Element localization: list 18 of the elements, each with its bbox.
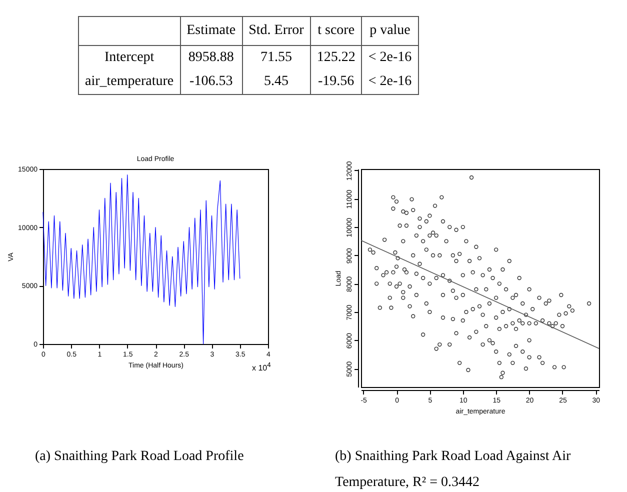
text: (b) Snaithing Park Road Load Against Air Temperature, R² = 0.3442 xyxy=(335,448,572,492)
text: 125.22 xyxy=(310,46,362,70)
text: p value xyxy=(362,16,418,46)
text: 71.55 xyxy=(242,46,310,70)
text: t score xyxy=(310,16,362,46)
text: < 2e-16 xyxy=(362,70,418,94)
text: air_temperature xyxy=(78,70,180,94)
text: < 2e-16 xyxy=(362,46,418,70)
text: (a) Snaithing Park Road Load Profile xyxy=(35,448,245,466)
text: Estimate xyxy=(180,16,242,46)
text: -106.53 xyxy=(180,70,242,94)
text: x 10$^{4}$ xyxy=(252,362,271,373)
text: Std. Error xyxy=(242,16,310,46)
text: Intercept xyxy=(78,46,180,70)
text: 8958.88 xyxy=(180,46,242,70)
line-series xyxy=(42,174,240,344)
text: 5.45 xyxy=(242,70,310,94)
text: -19.56 xyxy=(310,70,362,94)
